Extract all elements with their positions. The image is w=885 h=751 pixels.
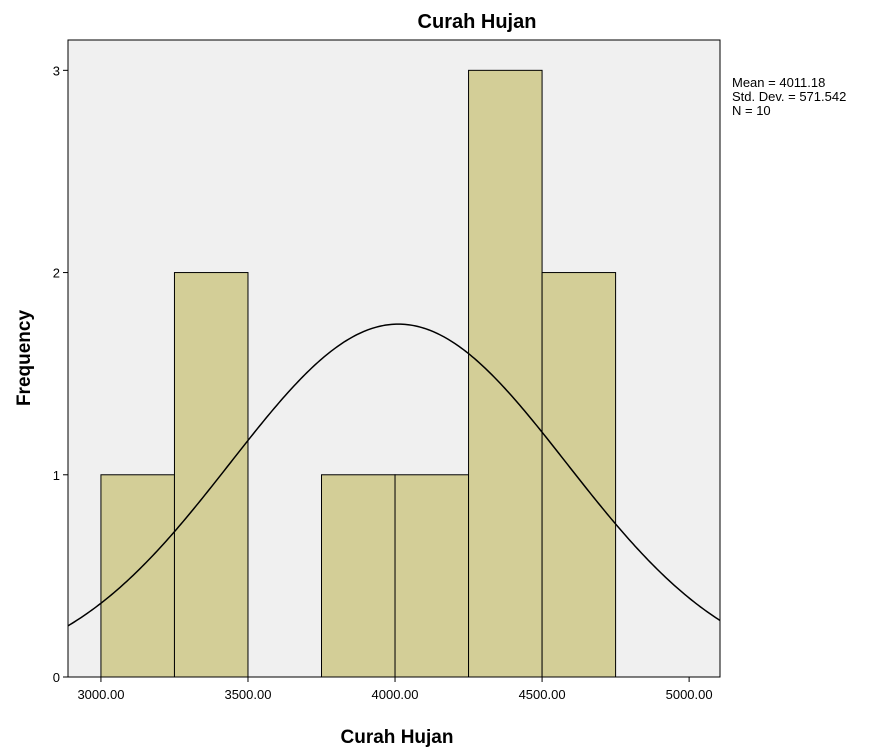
x-tick-label: 3000.00: [77, 687, 124, 702]
y-tick-label: 0: [53, 670, 60, 685]
normal-curve: [67, 323, 721, 627]
stats-annotation: Std. Dev. = 571.542: [732, 89, 846, 104]
y-tick-label: 2: [53, 266, 60, 281]
x-tick-label: 4500.00: [519, 687, 566, 702]
bar: [321, 474, 396, 678]
x-tick-label: 5000.00: [666, 687, 713, 702]
bar: [394, 474, 470, 678]
y-tick-label: 3: [53, 63, 60, 78]
chart-title: Curah Hujan: [418, 11, 537, 33]
x-tick-label: 4000.00: [372, 687, 419, 702]
bar: [100, 474, 175, 678]
bar: [173, 272, 249, 678]
stats-annotation: N = 10: [732, 103, 771, 118]
x-axis-label: Curah Hujan: [341, 727, 454, 748]
y-tick-label: 1: [53, 468, 60, 483]
x-tick-label: 3500.00: [224, 687, 271, 702]
stats-annotation: Mean = 4011.18: [732, 75, 825, 90]
y-axis-label: Frequency: [14, 310, 35, 407]
bar: [468, 69, 543, 678]
bar: [541, 272, 617, 678]
plot-frame: [67, 39, 721, 678]
